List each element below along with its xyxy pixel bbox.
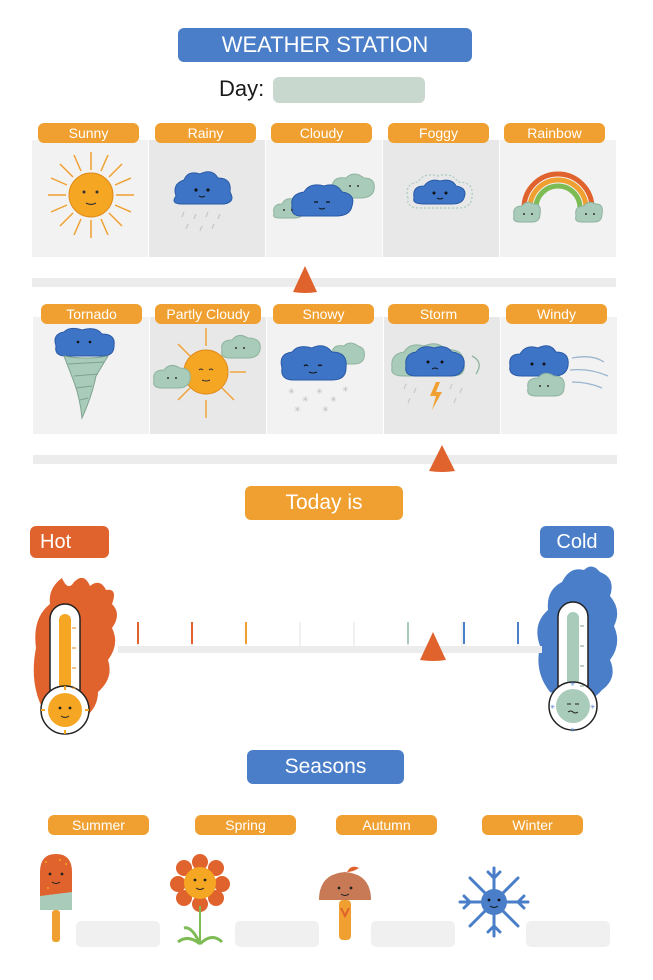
snow-cloud-icon: ✳✳✳✳✳ ✳ ✳: [280, 342, 365, 414]
season-label-autumn: Autumn: [336, 815, 437, 835]
weather-label-windy: Windy: [506, 304, 607, 324]
weather-label-rainy: Rainy: [155, 123, 256, 143]
svg-text:✳: ✳: [590, 704, 595, 711]
weather-card-rainbow[interactable]: [500, 140, 616, 257]
cold-thermometer-icon: ✳ ✳ ✳ ✳: [537, 566, 618, 734]
fog-cloud-icon: [406, 174, 473, 209]
svg-text:✳: ✳: [302, 395, 309, 404]
flower-icon: [170, 854, 230, 946]
svg-text:✳: ✳: [288, 387, 295, 396]
rainbow-icon: [513, 171, 603, 223]
hot-label: Hot: [30, 526, 109, 558]
rain-cloud-icon: [173, 171, 233, 232]
snowflake-icon: [458, 866, 530, 938]
weather-label-storm: Storm: [388, 304, 489, 324]
weather-label-foggy: Foggy: [388, 123, 489, 143]
weather-label-sunny: Sunny: [38, 123, 139, 143]
weather-label-tornado: Tornado: [41, 304, 142, 324]
seasons-heading: Seasons: [247, 750, 404, 784]
weather-label-rainbow: Rainbow: [504, 123, 605, 143]
svg-text:✳: ✳: [330, 395, 337, 404]
svg-text:✳: ✳: [322, 405, 329, 414]
temperature-pointer[interactable]: [418, 630, 448, 662]
slider-pointer-row2[interactable]: [427, 443, 457, 473]
temperature-scale[interactable]: [118, 620, 542, 660]
season-label-winter: Winter: [482, 815, 583, 835]
svg-text:✳: ✳: [316, 387, 323, 396]
weather-label-snowy: Snowy: [273, 304, 374, 324]
day-input[interactable]: [273, 77, 425, 103]
wind-clouds-icon: [509, 345, 609, 397]
clouds-icon: [273, 173, 375, 219]
today-heading: Today is: [245, 486, 403, 520]
day-label: Day:: [219, 76, 265, 101]
svg-text:✳: ✳: [550, 704, 555, 711]
slider-track-row2: [33, 455, 617, 464]
autumn-answer-box[interactable]: [371, 921, 455, 947]
svg-text:✳: ✳: [294, 405, 301, 414]
page-title: WEATHER STATION: [178, 28, 472, 62]
mushroom-icon: [319, 866, 371, 940]
weather-label-partly-cloudy: Partly Cloudy: [155, 304, 261, 324]
spring-answer-box[interactable]: [235, 921, 319, 947]
season-label-summer: Summer: [48, 815, 149, 835]
weather-label-cloudy: Cloudy: [271, 123, 372, 143]
hot-thermometer-icon: [33, 577, 117, 735]
svg-text:✳: ✳: [342, 385, 349, 394]
winter-answer-box[interactable]: [526, 921, 610, 947]
cold-label: Cold: [540, 526, 614, 558]
svg-text:✳: ✳: [570, 727, 575, 734]
popsicle-icon: [40, 854, 72, 942]
slider-track-row1: [32, 278, 616, 287]
svg-text:✳: ✳: [570, 681, 575, 688]
tornado-icon: [54, 327, 115, 420]
season-label-spring: Spring: [195, 815, 296, 835]
storm-cloud-icon: [391, 343, 480, 410]
partly-cloudy-icon: [153, 328, 261, 418]
sun-icon: [48, 152, 134, 238]
summer-answer-box[interactable]: [76, 921, 160, 947]
slider-pointer-row1[interactable]: [291, 264, 319, 294]
